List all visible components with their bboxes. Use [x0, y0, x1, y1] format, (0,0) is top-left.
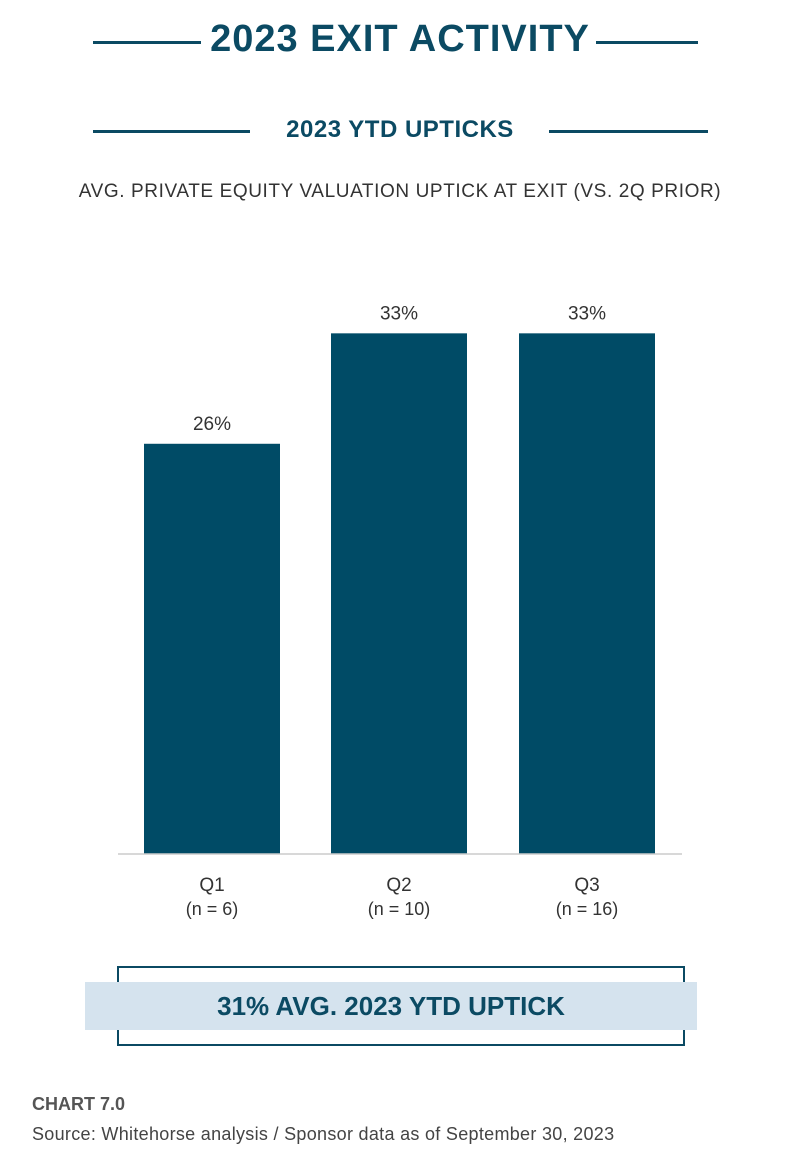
bar-q1 — [144, 443, 280, 854]
source-note: Source: Whitehorse analysis / Sponsor da… — [32, 1124, 615, 1144]
data-label-q3: 33% — [568, 303, 606, 324]
bar-q2 — [331, 333, 467, 854]
x-tick-label-q1: Q1 — [199, 875, 224, 896]
data-label-q1: 26% — [193, 414, 231, 435]
chart-number-label: CHART 7.0 — [32, 1094, 126, 1114]
x-tick-label-q2: Q2 — [386, 875, 411, 896]
x-tick-label-q3: Q3 — [574, 875, 599, 896]
section-rule-left — [93, 130, 250, 133]
summary-text: 31% AVG. 2023 YTD UPTICK — [217, 991, 565, 1021]
page-title: 2023 EXIT ACTIVITY — [210, 18, 590, 60]
data-label-q2: 33% — [380, 303, 418, 324]
x-tick-sublabel-q1: (n = 6) — [186, 899, 239, 919]
bar-chart: 26% Q1 (n = 6) 33% Q2 (n = 10) 33% Q3 (n = 16) — [118, 303, 682, 919]
title-rule-left — [93, 41, 201, 44]
title-rule-right — [596, 41, 698, 44]
summary-band — [85, 982, 697, 1030]
section-title: 2023 YTD UPTICKS — [286, 116, 514, 143]
x-tick-sublabel-q3: (n = 16) — [556, 899, 619, 919]
bar-q3 — [519, 333, 655, 854]
chart-title: AVG. PRIVATE EQUITY VALUATION UPTICK AT … — [78, 181, 722, 202]
x-tick-sublabel-q2: (n = 10) — [368, 899, 431, 919]
section-rule-right — [549, 130, 708, 133]
